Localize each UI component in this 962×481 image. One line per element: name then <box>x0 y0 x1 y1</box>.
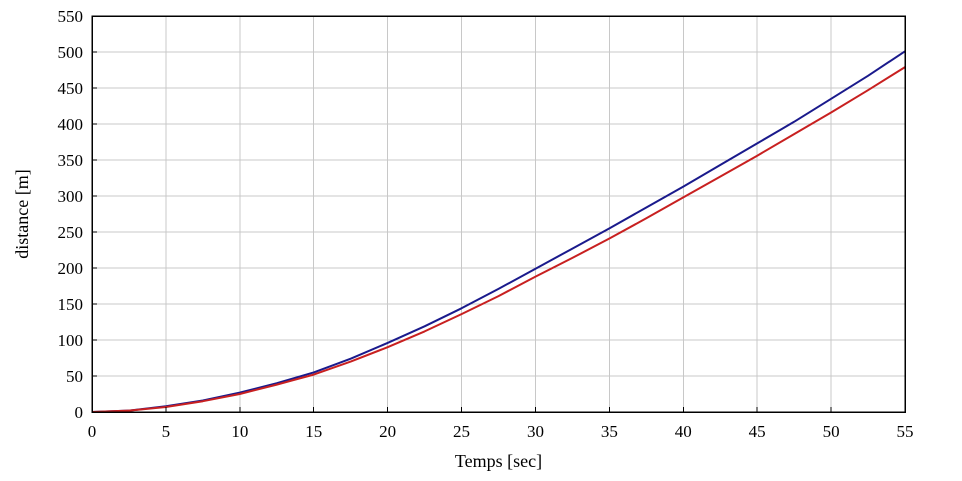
y-axis-title: distance [m] <box>12 169 32 258</box>
x-tick-label: 50 <box>823 422 840 441</box>
plot-frame <box>91 15 906 413</box>
x-axis-title: Temps [sec] <box>455 451 542 471</box>
y-tick-label: 450 <box>58 79 84 98</box>
x-tick-label: 15 <box>305 422 322 441</box>
x-tick-label: 5 <box>162 422 171 441</box>
y-tick-label: 500 <box>58 43 84 62</box>
y-tick-label: 350 <box>58 151 84 170</box>
y-tick-label: 300 <box>58 187 84 206</box>
y-tick-label: 550 <box>58 7 84 26</box>
series-layer <box>91 50 906 413</box>
x-tick-label: 25 <box>453 422 470 441</box>
y-tick-label: 200 <box>58 259 84 278</box>
x-tick-label: 45 <box>749 422 766 441</box>
y-tick-label: 0 <box>75 403 84 422</box>
x-tick-label: 10 <box>231 422 248 441</box>
grid <box>92 16 905 412</box>
y-tick-label: 150 <box>58 295 84 314</box>
x-tick-label: 30 <box>527 422 544 441</box>
series-line-2 <box>91 66 906 413</box>
tick-labels: 0 5 10 15 20 25 30 35 40 45 50 55050100150200250300… <box>58 7 914 441</box>
series-line-1 <box>91 50 906 413</box>
x-tick-label: 0 <box>88 422 97 441</box>
y-tick-label: 100 <box>58 331 84 350</box>
x-tick-label: 35 <box>601 422 618 441</box>
ticks <box>91 15 906 413</box>
x-tick-label: 20 <box>379 422 396 441</box>
y-tick-label: 50 <box>66 367 83 386</box>
x-tick-label: 55 <box>897 422 914 441</box>
y-tick-label: 400 <box>58 115 84 134</box>
x-tick-label: 40 <box>675 422 692 441</box>
y-tick-label: 250 <box>58 223 84 242</box>
